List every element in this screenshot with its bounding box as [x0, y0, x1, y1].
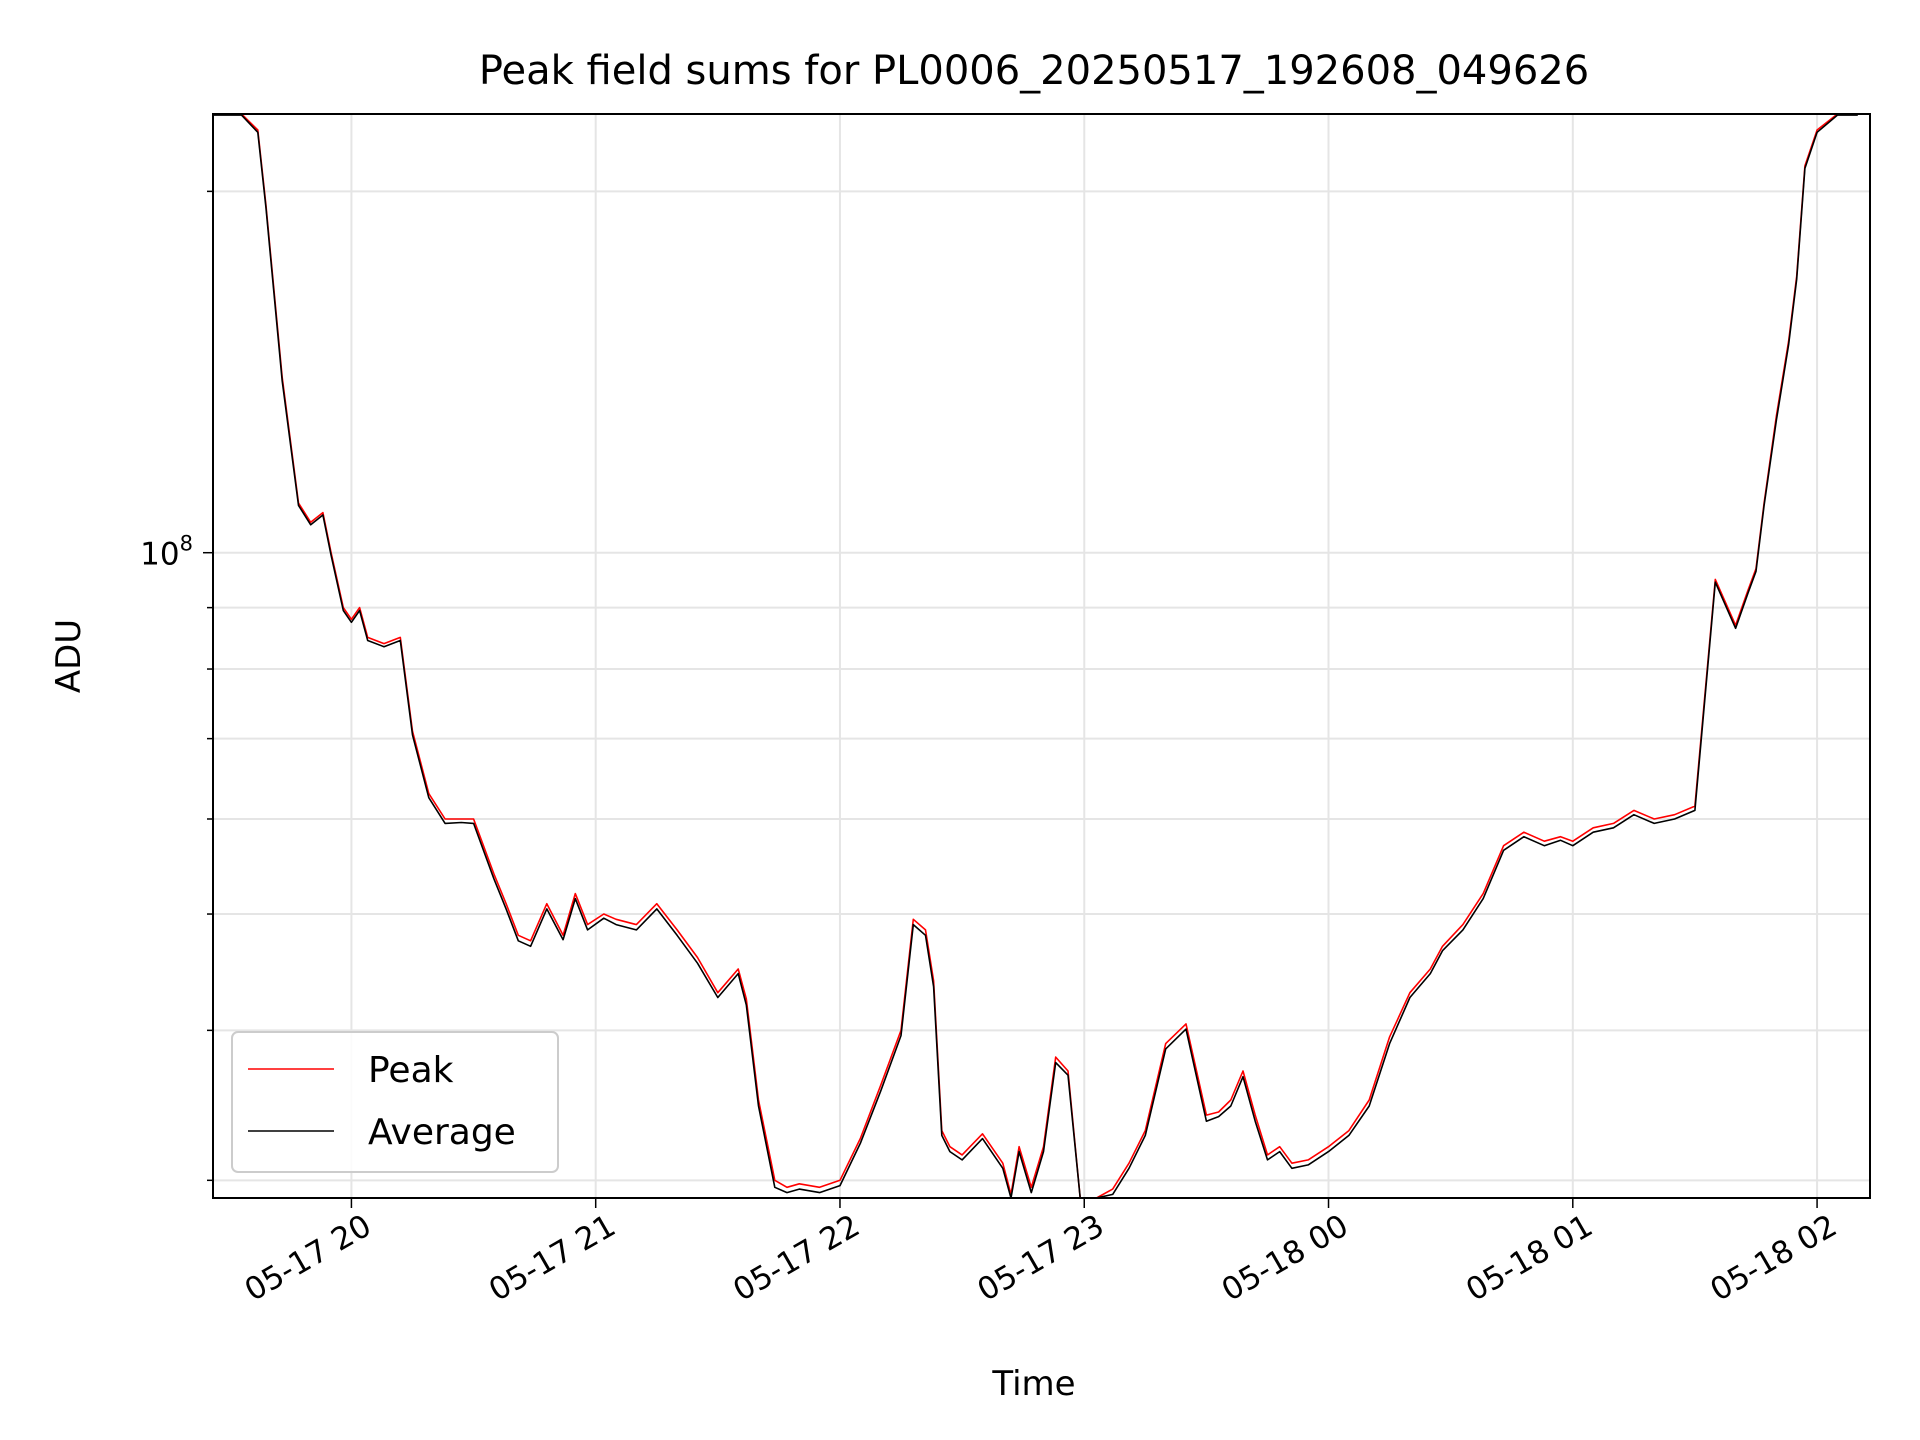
series-lines — [213, 113, 1858, 1199]
y-axis-label: ADU — [49, 619, 89, 693]
plot-frame — [212, 113, 1871, 1199]
legend-label-average: Average — [368, 1112, 516, 1153]
series-line-peak — [213, 113, 1858, 1199]
series-line-average — [213, 114, 1858, 1199]
x-axis-label: Time — [991, 1364, 1075, 1404]
grid — [213, 114, 1870, 1198]
legend-box — [231, 1031, 559, 1173]
chart-title: Peak field sums for PL0006_20250517_1926… — [479, 48, 1589, 94]
legend-label-peak: Peak — [368, 1050, 454, 1091]
legend: Peak Average — [231, 1031, 559, 1173]
